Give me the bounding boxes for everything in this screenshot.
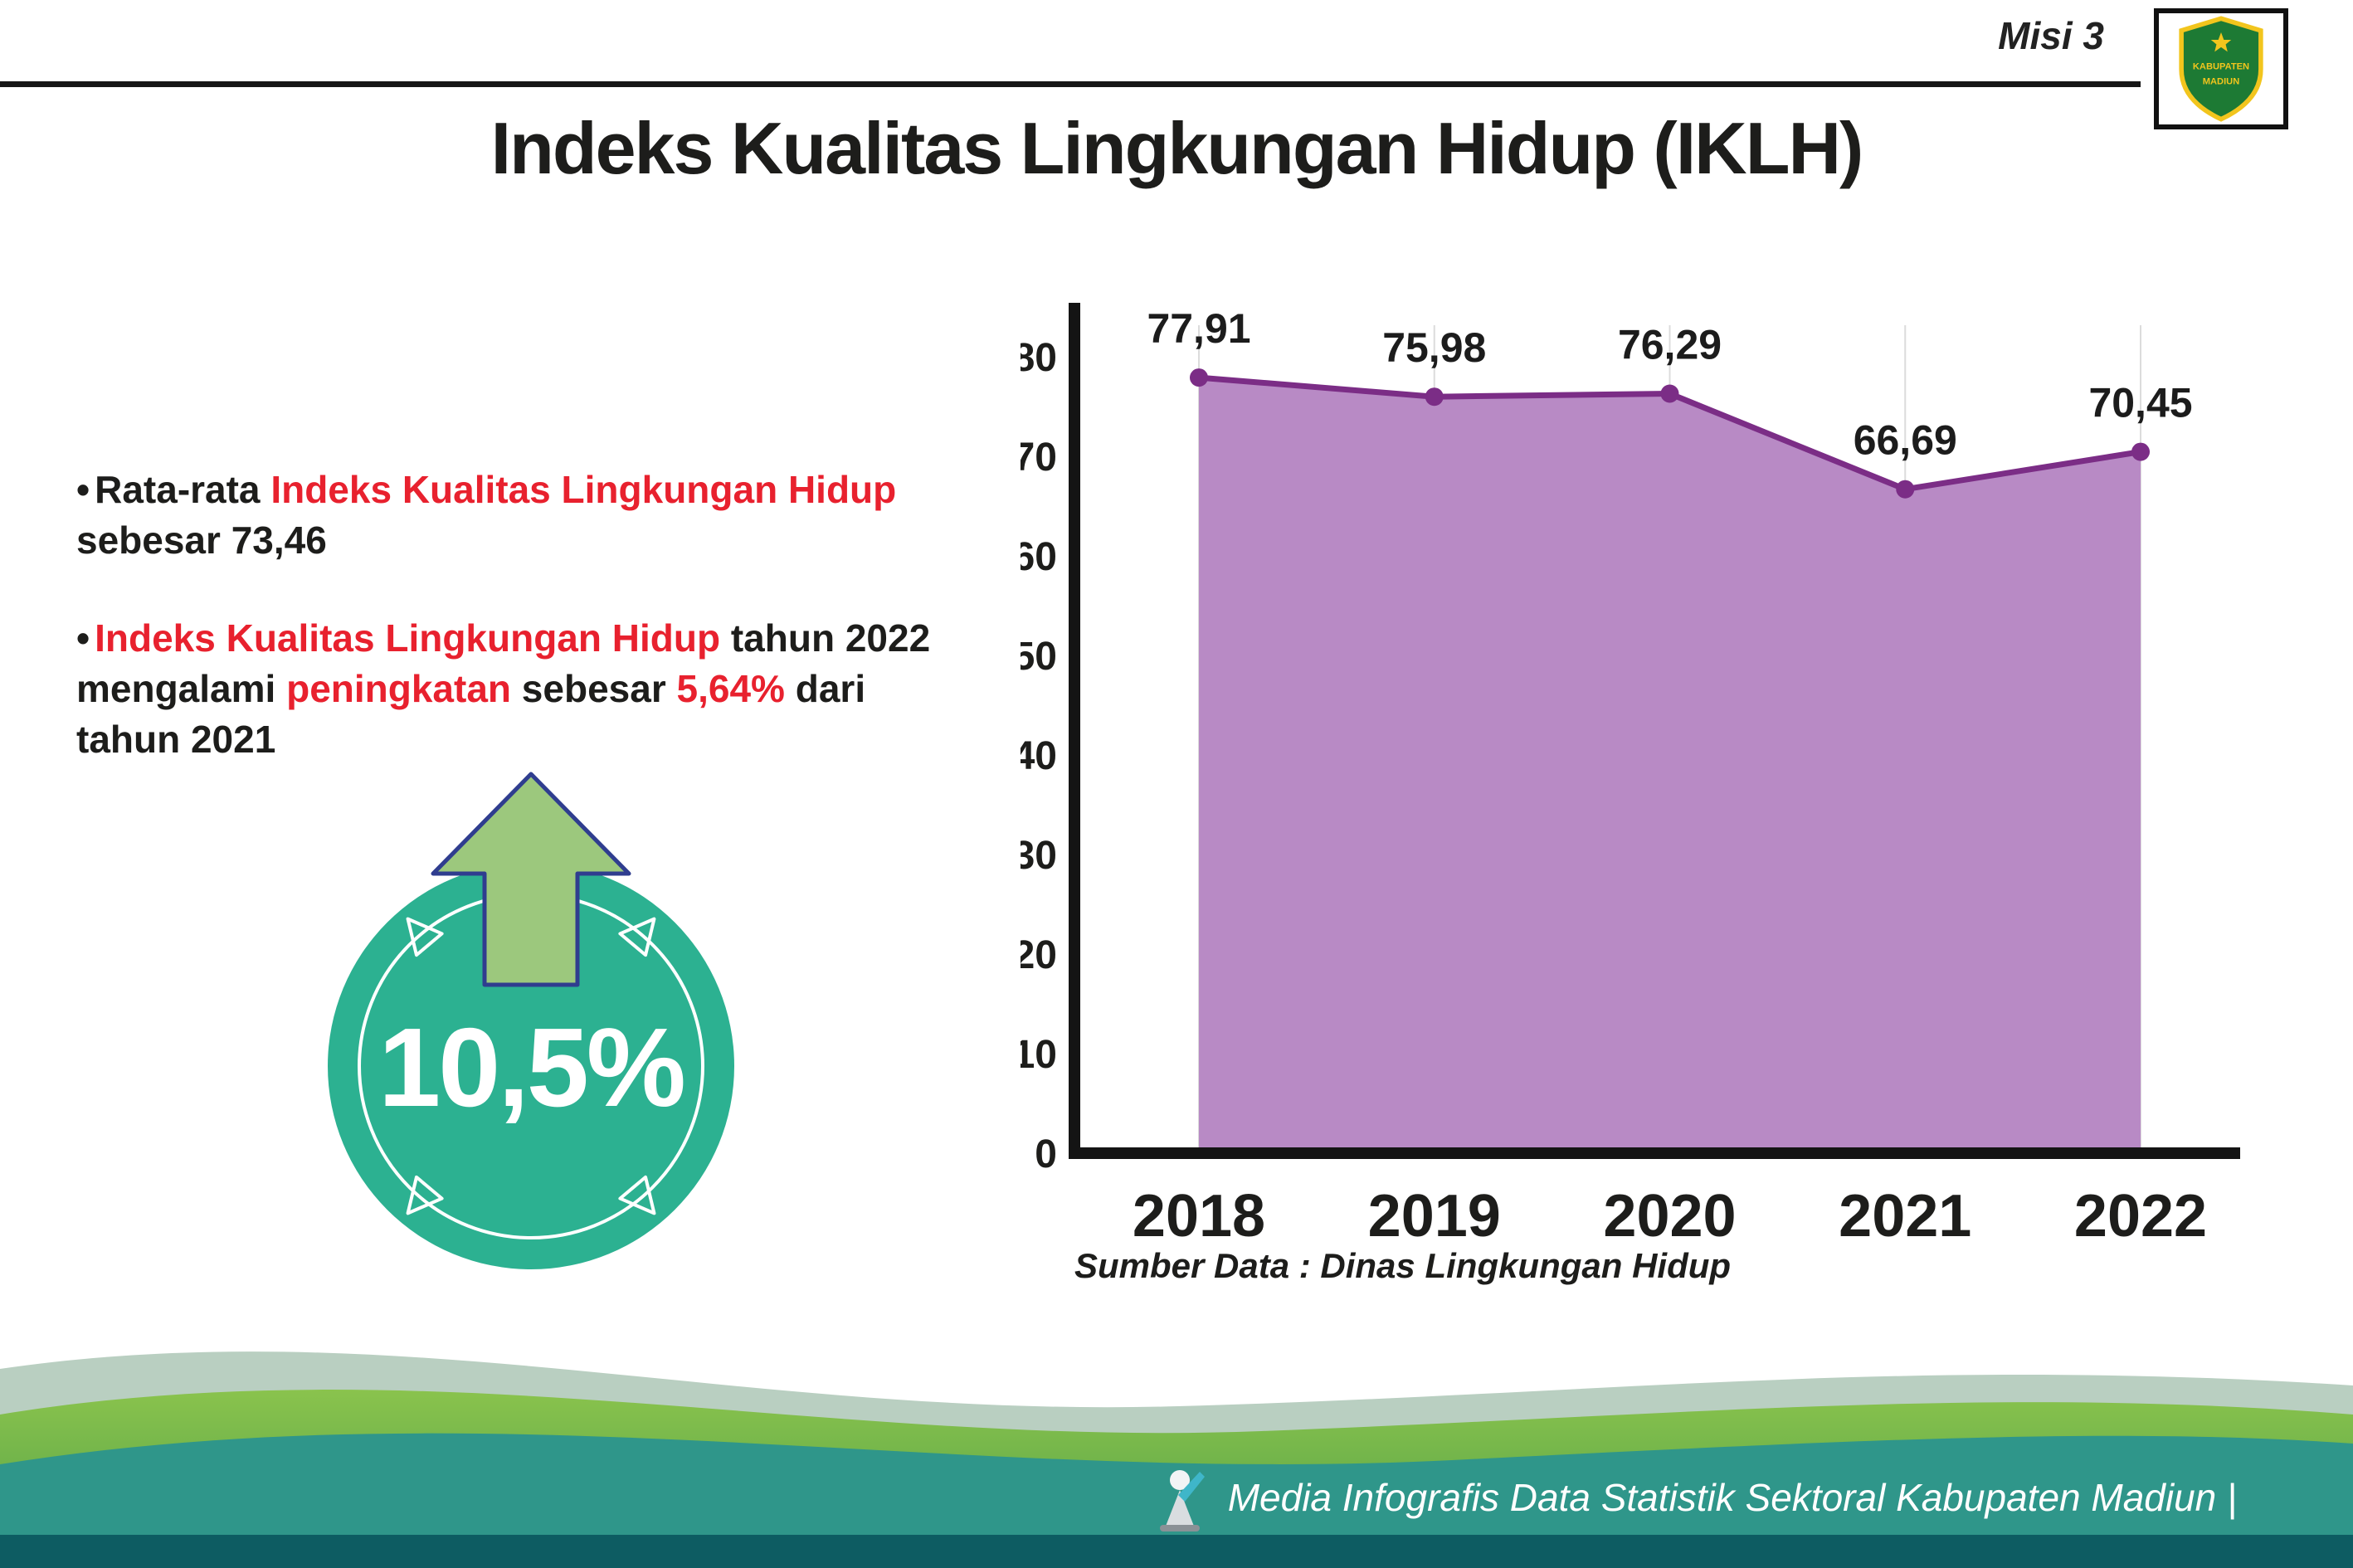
point-value-label: 66,69 [1854, 417, 1957, 464]
increase-badge-graphic: 10,5% [328, 772, 734, 1269]
footer-credit: Media Infografis Data Statistik Sektoral… [1148, 1462, 2237, 1533]
shield-shape [2179, 16, 2263, 122]
y-tick-label: 0 [1035, 1132, 1057, 1176]
y-tick-label: 10 [1021, 1033, 1057, 1077]
ring-triangle-icon [618, 917, 656, 957]
bullet2-highlight-3: 5,64% [676, 667, 785, 711]
bullet2-highlight-2: peningkatan [286, 667, 512, 711]
y-tick-label: 70 [1021, 436, 1057, 480]
point-value-label: 77,91 [1147, 305, 1250, 352]
ring-triangle-icon [618, 1175, 656, 1215]
footer-text: Media Infografis Data Statistik Sektoral… [1227, 1476, 2237, 1519]
wave-dark-strip [0, 1535, 2353, 1568]
bullet1-text-1: Rata-rata [95, 468, 271, 511]
x-category-label: 2018 [1133, 1183, 1265, 1249]
logo-text-top: KABUPATEN [2193, 62, 2249, 72]
logo-pen [1177, 1472, 1205, 1502]
media-infografis-logo [1159, 1470, 1205, 1531]
badge-value: 10,5% [378, 1005, 684, 1130]
data-point [1896, 480, 1915, 499]
iklh-area-chart: 0 10 20 30 40 50 60 70 80 2018 2019 2020 2021 2022 77,… [1021, 282, 2265, 1286]
page-title: Indeks Kualitas Lingkungan Hidup (IKLH) [490, 107, 1864, 189]
point-value-label: 75,98 [1382, 324, 1486, 371]
y-tick-label: 50 [1021, 635, 1057, 679]
data-point [1190, 368, 1208, 387]
bullet2-text-1: tahun 2022 mengalami [76, 616, 931, 711]
shield-logo-icon: KABUPATEN MADIUN [2179, 16, 2263, 122]
x-category-label: 2019 [1368, 1183, 1501, 1249]
ring-triangle-icon [406, 917, 444, 957]
increase-badge: 10,5% [311, 743, 751, 1290]
logo-head [1169, 1470, 1190, 1490]
x-category-label: 2021 [1839, 1183, 1971, 1249]
data-point [1660, 384, 1679, 403]
chart-svg: 0 10 20 30 40 50 60 70 80 2018 2019 2020 2021 2022 77,… [1021, 303, 2240, 1249]
key-points: Rata-rata Indeks Kualitas Lingkungan Hid… [76, 465, 977, 813]
bullet2-highlight-1: Indeks Kualitas Lingkungan Hidup [95, 616, 721, 660]
bullet2-text-3: dari tahun 2021 [76, 667, 866, 761]
x-axis [1069, 1147, 2240, 1159]
y-axis [1069, 303, 1080, 1159]
bullet-average-iklh: Rata-rata Indeks Kualitas Lingkungan Hid… [76, 465, 977, 565]
x-category-label: 2022 [2074, 1183, 2207, 1249]
bullet1-text-2: sebesar 73,46 [76, 518, 327, 562]
y-tick-label: 20 [1021, 933, 1057, 977]
misi-label: Misi 3 [1998, 14, 2104, 57]
header-divider [0, 81, 2141, 87]
data-point [2131, 442, 2150, 461]
bullet2-text-2: sebesar [511, 667, 677, 711]
ring-triangle-icon [406, 1175, 444, 1215]
area-fill [1199, 377, 2141, 1148]
bullet1-highlight: Indeks Kualitas Lingkungan Hidup [270, 468, 897, 511]
logo-body [1164, 1490, 1195, 1528]
bullet-increase-2022: Indeks Kualitas Lingkungan Hidup tahun 2… [76, 613, 977, 764]
arrow-up-icon [431, 772, 631, 987]
x-category-label: 2020 [1603, 1183, 1736, 1249]
kabupaten-madiun-logo: KABUPATEN MADIUN [2154, 8, 2288, 129]
chart-source: Sumber Data : Dinas Lingkungan Hidup [1074, 1246, 1732, 1285]
logo-text-bottom: MADIUN [2203, 76, 2240, 86]
y-tick-label: 60 [1021, 535, 1057, 579]
point-value-label: 70,45 [2088, 380, 2192, 426]
y-tick-label: 30 [1021, 834, 1057, 878]
point-value-label: 76,29 [1618, 322, 1722, 368]
data-point [1425, 387, 1444, 407]
y-tick-label: 40 [1021, 734, 1057, 778]
star-icon [2210, 32, 2232, 52]
badge-circle [328, 863, 734, 1269]
y-tick-label: 80 [1021, 336, 1057, 380]
logo-base [1159, 1525, 1200, 1531]
